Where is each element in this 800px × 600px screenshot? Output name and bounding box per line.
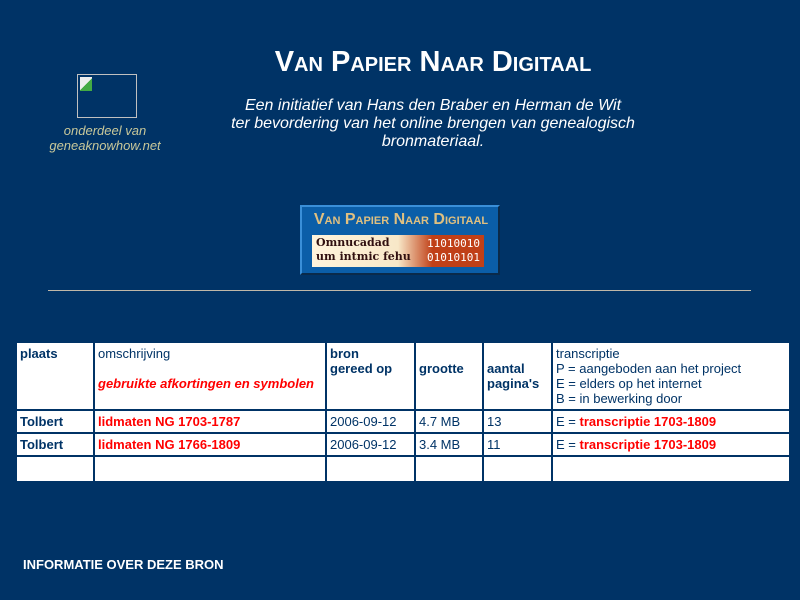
- banner-title: Van Papier Naar Digitaal: [313, 211, 489, 228]
- page-subtitle: Een initiatief van Hans den Braber en He…: [200, 97, 666, 151]
- header-grootte: grootte: [416, 343, 482, 409]
- divider: [48, 290, 751, 291]
- cell-plaats: Tolbert: [17, 411, 93, 432]
- cell-plaats: Tolbert: [17, 434, 93, 455]
- banner-gothic-text: Omnucadad um intmic fehu: [316, 236, 411, 263]
- cell-transcriptie: E = transcriptie 1703-1809: [553, 411, 789, 432]
- afkortingen-link[interactable]: gebruikte afkortingen en symbolen: [98, 376, 314, 391]
- broken-image-icon: [80, 77, 92, 91]
- partner-text[interactable]: onderdeel van geneaknowhow.net: [30, 123, 180, 153]
- header-transcriptie: transcriptie P = aangeboden aan het proj…: [553, 343, 789, 409]
- subtitle-line: Een initiatief van Hans den Braber en He…: [244, 97, 622, 114]
- sources-table: plaats omschrijving gebruikte afkortinge…: [15, 341, 791, 483]
- header-plaats: plaats: [17, 343, 93, 409]
- table-header-row: plaats omschrijving gebruikte afkortinge…: [17, 343, 789, 409]
- info-link[interactable]: INFORMATIE OVER DEZE BRON: [23, 557, 224, 572]
- header-bron: bron gereed op: [327, 343, 414, 409]
- omschrijving-link[interactable]: lidmaten NG 1766-1809: [95, 434, 325, 455]
- transcriptie-link[interactable]: transcriptie 1703-1809: [579, 437, 717, 452]
- cell-paginas: 13: [484, 411, 551, 432]
- cell-gereed: 2006-09-12: [327, 411, 414, 432]
- subtitle-line: ter bevordering van het online brengen v…: [231, 115, 635, 132]
- partner-link[interactable]: geneaknowhow.net: [49, 138, 161, 153]
- subtitle-line: bronmateriaal.: [381, 133, 485, 150]
- banner-binary-text: 11010010 01010101: [427, 237, 480, 264]
- header-omschrijving: omschrijving gebruikte afkortingen en sy…: [95, 343, 325, 409]
- geneaknowhow-logo-image[interactable]: [77, 74, 137, 118]
- header-aantal: aantal pagina's: [484, 343, 551, 409]
- partner-line: onderdeel van: [63, 123, 147, 138]
- vpnd-banner[interactable]: Van Papier Naar Digitaal Omnucadad um int…: [300, 205, 500, 275]
- table-row-empty: [17, 457, 789, 481]
- table-row: Tolbert lidmaten NG 1766-1809 2006-09-12…: [17, 434, 789, 455]
- cell-grootte: 4.7 MB: [416, 411, 482, 432]
- transcriptie-link[interactable]: transcriptie 1703-1809: [579, 414, 717, 429]
- omschrijving-link[interactable]: lidmaten NG 1703-1787: [95, 411, 325, 432]
- cell-gereed: 2006-09-12: [327, 434, 414, 455]
- table-row: Tolbert lidmaten NG 1703-1787 2006-09-12…: [17, 411, 789, 432]
- cell-transcriptie: E = transcriptie 1703-1809: [553, 434, 789, 455]
- page-title: Van Papier Naar Digitaal: [274, 46, 592, 78]
- cell-paginas: 11: [484, 434, 551, 455]
- banner-image: Omnucadad um intmic fehu 11010010 01010101: [312, 235, 484, 267]
- cell-grootte: 3.4 MB: [416, 434, 482, 455]
